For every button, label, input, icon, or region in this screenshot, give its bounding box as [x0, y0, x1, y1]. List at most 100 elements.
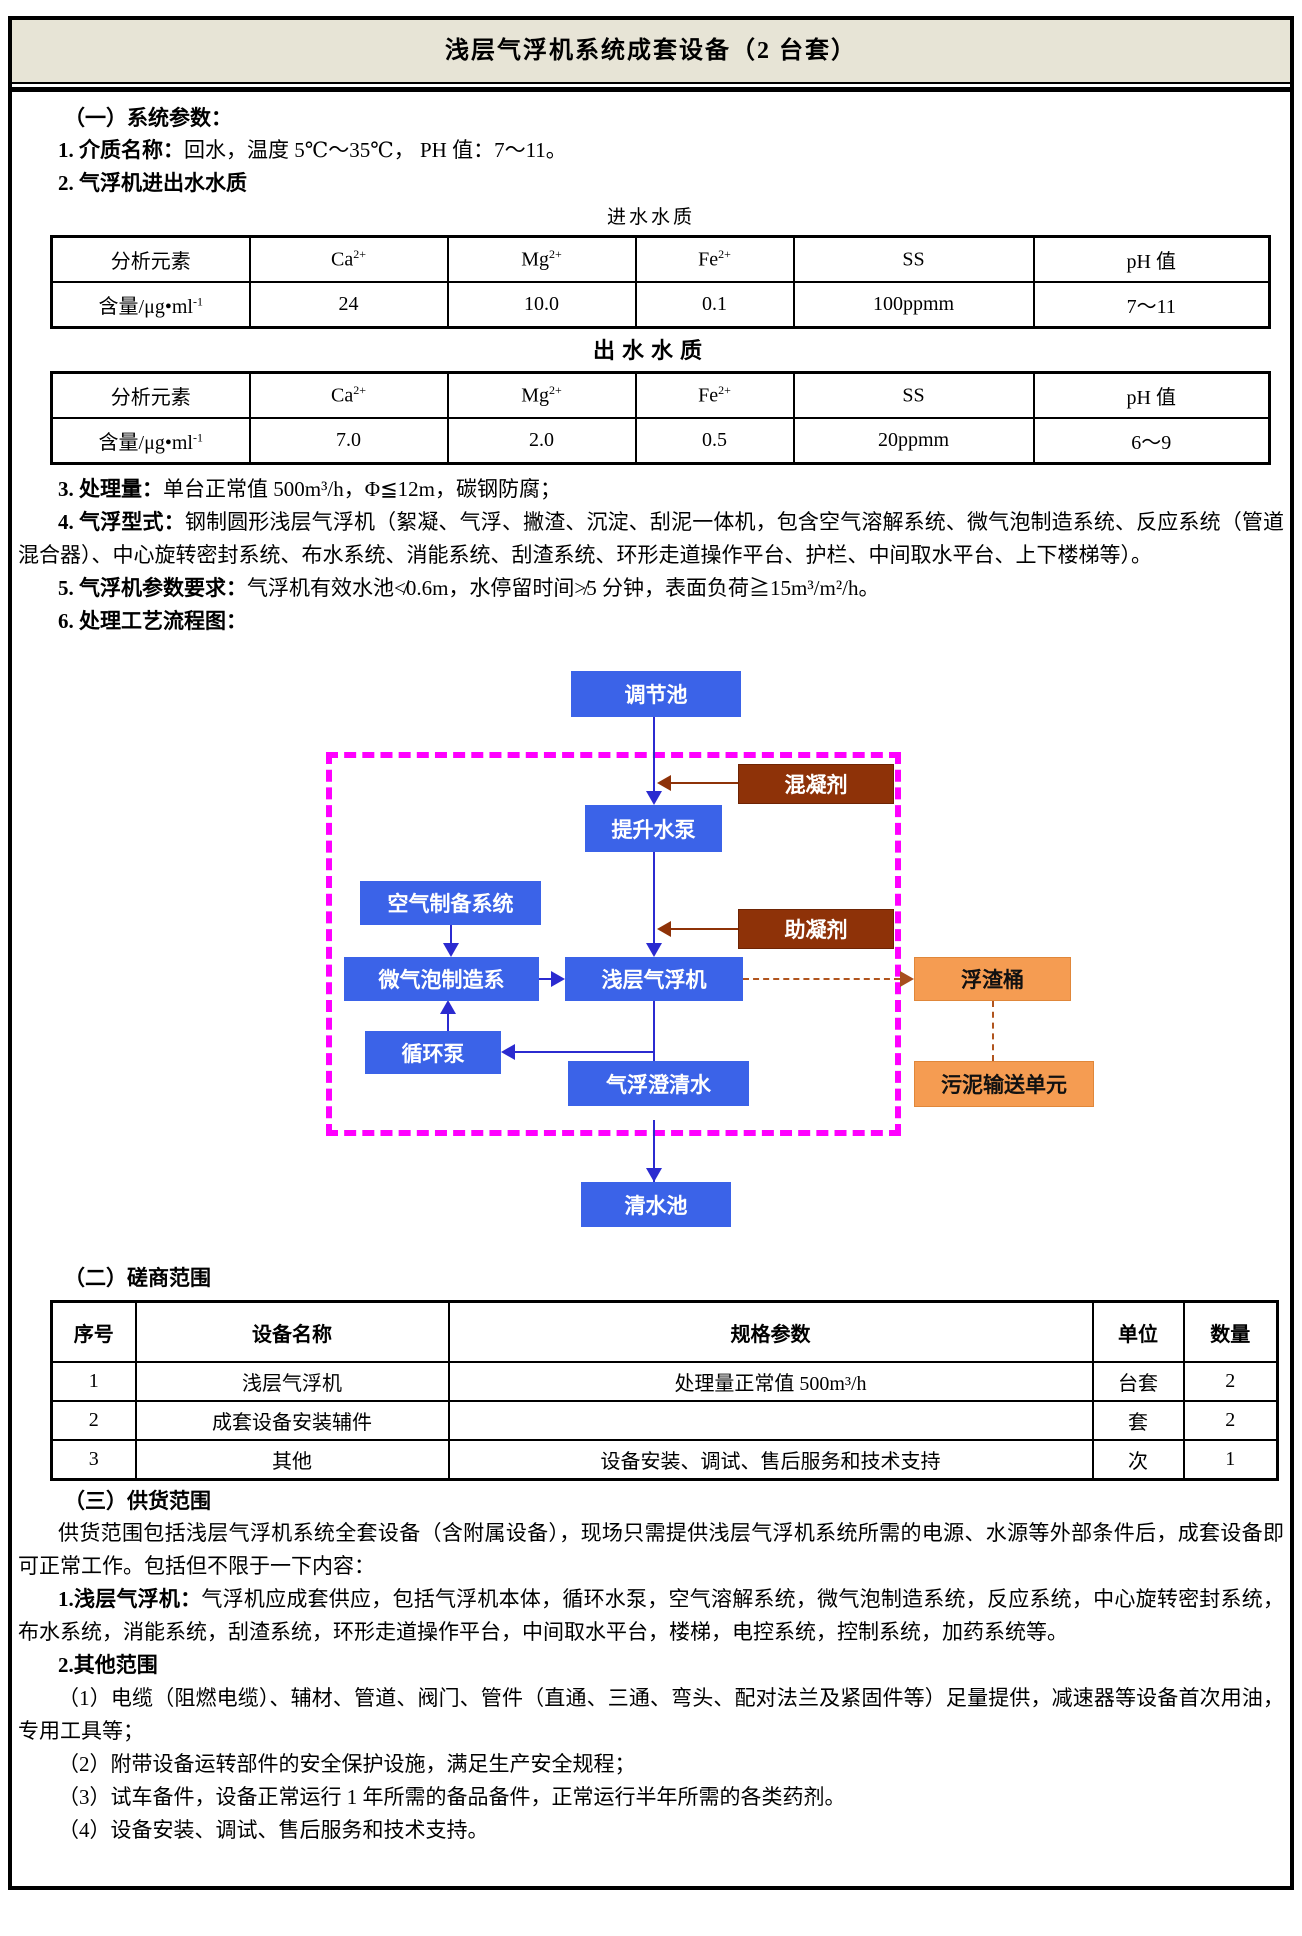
inlet-header-mg: Mg2+ — [446, 235, 637, 283]
param-item-3-text: 单台正常值 500m³/h，Φ≦12m，碳钢防腐； — [163, 477, 561, 501]
node-scum-barrel: 浮渣桶 — [914, 957, 1071, 1001]
inlet-mg-value: 10.0 — [446, 281, 637, 329]
inlet-row-label: 含量/μg•ml-1 — [50, 281, 251, 329]
inlet-header-ss: SS — [792, 235, 1035, 283]
consultation-row-1: 1 浅层气浮机 处理量正常值 500m³/h 台套 2 — [50, 1361, 1279, 1402]
outlet-ca-value: 7.0 — [248, 417, 449, 465]
node-shallow-daf: 浅层气浮机 — [565, 957, 743, 1001]
outlet-ph-value: 6～9 — [1032, 417, 1271, 465]
node-circulating-pump: 循环泵 — [365, 1031, 501, 1074]
outlet-header-row: 分析元素 Ca2+ Mg2+ Fe2+ SS pH 值 — [50, 371, 1271, 419]
other-scope-item-2: （2）附带设备运转部件的安全保护设施，满足生产安全规程； — [58, 1752, 636, 1776]
node-coagulant-aid: 助凝剂 — [738, 909, 894, 949]
daf-system-boundary — [326, 752, 901, 1136]
consultation-header-row: 序号 设备名称 规格参数 单位 数量 — [50, 1300, 1279, 1363]
supply-scope-item-2: 2.其他范围 — [18, 1649, 1284, 1682]
outlet-header-ss: SS — [792, 371, 1035, 419]
line-scum-to-sludge — [992, 1001, 994, 1061]
supply-item-1-text: 气浮机应成套供应，包括气浮机本体，循环水泵，空气溶解系统，微气泡制造系统，反应系… — [18, 1587, 1285, 1644]
row3-index: 3 — [50, 1439, 137, 1481]
line-clarified-to-cleanwater — [653, 1120, 655, 1182]
arrowhead-coagulant — [657, 775, 671, 791]
arrowhead-up-into-microbubble — [440, 1000, 456, 1014]
param-item-5-text: 气浮机有效水池≮0.6m，水停留时间≯5 分钟，表面负荷≧15m³/m²/h。 — [247, 576, 880, 600]
line-microbubble-to-daf — [539, 978, 553, 980]
arrowhead-into-scum-barrel — [900, 971, 914, 987]
inlet-header-ph: pH 值 — [1032, 235, 1271, 283]
section2-heading: （二）磋商范围 — [64, 1266, 211, 1290]
line-pump-to-daf — [653, 852, 655, 945]
arrowhead-into-lift-pump — [646, 791, 662, 805]
param-item-5-label: 5. 气浮机参数要求： — [58, 576, 247, 600]
arrowhead-into-circulating-pump — [501, 1044, 515, 1060]
supply-item-2-label: 2.其他范围 — [58, 1653, 158, 1677]
param-item-5: 5. 气浮机参数要求：气浮机有效水池≮0.6m，水停留时间≯5 分钟，表面负荷≧… — [18, 572, 1284, 605]
outlet-mg-value: 2.0 — [446, 417, 637, 465]
arrowhead-right-into-daf — [551, 971, 565, 987]
line-coagulant-dose — [671, 782, 738, 784]
outlet-fe-value: 0.5 — [634, 417, 795, 465]
inlet-ss-value: 100ppmm — [792, 281, 1035, 329]
title-divider — [12, 87, 1290, 92]
param-item-1: 1. 介质名称：回水，温度 5℃～35℃， PH 值：7～11。 — [18, 134, 1284, 167]
param-item-4-text: 钢制圆形浅层气浮机（絮凝、气浮、撇渣、沉淀、刮泥一体机，包含空气溶解系统、微气泡… — [18, 510, 1284, 567]
param-item-2: 2. 气浮机进出水水质 — [18, 167, 1284, 200]
inlet-table-title: 进水水质 — [606, 207, 695, 228]
inlet-water-quality-table: 分析元素 Ca2+ Mg2+ Fe2+ SS pH 值 含量/μg•ml-1 2… — [50, 235, 1271, 329]
outlet-table-title: 出水水质 — [592, 338, 709, 363]
row2-unit: 套 — [1091, 1400, 1185, 1441]
node-lift-pump: 提升水泵 — [585, 805, 722, 852]
other-scope-item-4: （4）设备安装、调试、售后服务和技术支持。 — [58, 1818, 489, 1842]
consultation-header-index: 序号 — [50, 1300, 137, 1363]
outlet-water-quality-table: 分析元素 Ca2+ Mg2+ Fe2+ SS pH 值 含量/μg•ml-1 7… — [50, 371, 1271, 465]
row1-spec: 处理量正常值 500m³/h — [447, 1361, 1094, 1402]
param-item-2-label: 2. 气浮机进出水水质 — [58, 171, 247, 195]
consultation-header-unit: 单位 — [1091, 1300, 1185, 1363]
outlet-header-fe: Fe2+ — [634, 371, 795, 419]
row1-unit: 台套 — [1091, 1361, 1185, 1402]
consultation-row-3: 3 其他 设备安装、调试、售后服务和技术支持 次 1 — [50, 1439, 1279, 1481]
row1-equipment: 浅层气浮机 — [134, 1361, 450, 1402]
param-item-4: 4. 气浮型式：钢制圆形浅层气浮机（絮凝、气浮、撇渣、沉淀、刮泥一体机，包含空气… — [18, 506, 1284, 572]
section1-heading: （一）系统参数： — [64, 106, 232, 130]
node-coagulant: 混凝剂 — [738, 764, 894, 804]
param-item-4-label: 4. 气浮型式： — [58, 510, 185, 534]
arrowhead-coagulant-aid — [657, 921, 671, 937]
param-item-6-label: 6. 处理工艺流程图： — [58, 609, 247, 633]
row2-equipment: 成套设备安装辅件 — [134, 1400, 450, 1441]
row3-equipment: 其他 — [134, 1439, 450, 1481]
document-page: 浅层气浮机系统成套设备（2 台套） （一）系统参数： 1. 介质名称：回水，温度… — [8, 16, 1294, 1890]
consultation-scope-table: 序号 设备名称 规格参数 单位 数量 1 浅层气浮机 处理量正常值 500m³/… — [50, 1300, 1279, 1481]
line-circulating-to-microbubble — [447, 1013, 449, 1031]
other-scope-item-1: （1）电缆（阻燃电缆）、辅材、管道、阀门、管件（直通、三通、弯头、配对法兰及紧固… — [18, 1686, 1284, 1743]
row3-qty: 1 — [1182, 1439, 1279, 1481]
outlet-header-ca: Ca2+ — [248, 371, 449, 419]
outlet-header-mg: Mg2+ — [446, 371, 637, 419]
row1-qty: 2 — [1182, 1361, 1279, 1402]
line-coagulant-aid-dose — [671, 928, 738, 930]
param-item-1-label: 1. 介质名称： — [58, 138, 184, 162]
consultation-header-spec: 规格参数 — [447, 1300, 1094, 1363]
row3-unit: 次 — [1091, 1439, 1185, 1481]
inlet-ca-value: 24 — [248, 281, 449, 329]
outlet-header-element: 分析元素 — [50, 371, 251, 419]
consultation-header-qty: 数量 — [1182, 1300, 1279, 1363]
outlet-ss-value: 20ppmm — [792, 417, 1035, 465]
arrowhead-into-microbubble — [443, 943, 459, 957]
outlet-row-label: 含量/μg•ml-1 — [50, 417, 251, 465]
supply-scope-item-1: 1.浅层气浮机：气浮机应成套供应，包括气浮机本体，循环水泵，空气溶解系统，微气泡… — [18, 1583, 1284, 1649]
inlet-ph-value: 7～11 — [1032, 281, 1271, 329]
line-tank-to-pump — [653, 717, 655, 793]
supply-item-1-label: 1.浅层气浮机： — [58, 1587, 202, 1611]
outlet-header-ph: pH 值 — [1032, 371, 1271, 419]
inlet-header-row: 分析元素 Ca2+ Mg2+ Fe2+ SS pH 值 — [50, 235, 1271, 283]
inlet-header-ca: Ca2+ — [248, 235, 449, 283]
node-regulating-tank: 调节池 — [571, 671, 741, 717]
arrowhead-into-daf — [646, 943, 662, 957]
other-scope-item-3: （3）试车备件，设备正常运行 1 年所需的备品备件，正常运行半年所需的各类药剂。 — [58, 1785, 846, 1809]
param-item-3: 3. 处理量：单台正常值 500m³/h，Φ≦12m，碳钢防腐； — [18, 473, 1284, 506]
node-microbubble-maker: 微气泡制造系 — [344, 957, 539, 1001]
inlet-fe-value: 0.1 — [634, 281, 795, 329]
outlet-value-row: 含量/μg•ml-1 7.0 2.0 0.5 20ppmm 6～9 — [50, 417, 1271, 465]
node-sludge-transfer-unit: 污泥输送单元 — [914, 1061, 1094, 1107]
